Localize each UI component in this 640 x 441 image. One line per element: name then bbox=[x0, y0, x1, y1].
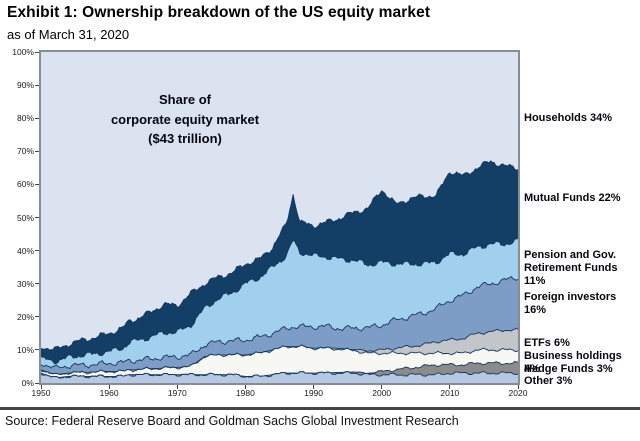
y-tick-mark bbox=[35, 84, 39, 86]
business-holdings-area bbox=[41, 344, 518, 378]
y-tick-label: 50% bbox=[16, 212, 34, 223]
series-label: Business holdings 4% bbox=[524, 349, 622, 375]
y-tick-mark bbox=[35, 217, 39, 218]
y-tick-mark bbox=[35, 382, 39, 384]
y-tick-mark bbox=[35, 283, 39, 285]
x-tick-label: 1980 bbox=[235, 388, 255, 398]
y-tick-label: 0% bbox=[21, 378, 34, 388]
x-tick-mark bbox=[108, 385, 110, 389]
x-tick-mark bbox=[449, 385, 451, 389]
x-tick-label: 1990 bbox=[304, 388, 324, 398]
series-label: Other 3% bbox=[524, 374, 573, 387]
series-label: Pension and Gov. Retirement Funds 11% bbox=[524, 249, 618, 287]
y-tick-mark bbox=[35, 349, 39, 351]
y-tick-mark bbox=[35, 250, 39, 252]
mutual-funds-area bbox=[41, 160, 518, 364]
y-tick-label: 70% bbox=[16, 146, 34, 157]
x-tick-label: 2010 bbox=[440, 388, 460, 398]
y-tick-label: 100% bbox=[12, 47, 34, 57]
x-tick-label: 1970 bbox=[167, 388, 187, 398]
series-label: Foreign investors 16% bbox=[524, 291, 617, 316]
x-tick-mark bbox=[517, 385, 519, 389]
x-tick-mark bbox=[313, 385, 315, 389]
mutual-funds-boundary-line bbox=[41, 160, 518, 351]
y-tick-label: 20% bbox=[16, 311, 34, 322]
series-label: Hedge Funds 3% bbox=[524, 363, 613, 375]
x-tick-label: 1960 bbox=[99, 388, 119, 398]
x-tick-label: 2000 bbox=[372, 388, 392, 398]
foreign-investors-boundary-line bbox=[41, 276, 518, 370]
other-area bbox=[41, 371, 518, 383]
x-tick-mark bbox=[176, 385, 178, 389]
x-tick-label: 2020 bbox=[508, 388, 528, 398]
y-tick-mark bbox=[35, 316, 39, 318]
y-tick-label: 30% bbox=[16, 278, 34, 289]
stacked-area-chart: Share of corporate equity market ($43 tr… bbox=[41, 52, 518, 383]
hedge-funds-boundary-line bbox=[41, 361, 518, 378]
y-tick-mark bbox=[35, 117, 39, 119]
y-tick-mark bbox=[35, 51, 39, 53]
hedge-funds-area bbox=[41, 361, 518, 379]
y-tick-label: 40% bbox=[16, 245, 34, 256]
y-tick-label: 80% bbox=[16, 113, 34, 124]
x-tick-mark bbox=[381, 385, 383, 389]
x-tick-mark bbox=[244, 385, 246, 389]
etfs-boundary-line bbox=[41, 327, 518, 375]
etfs-area bbox=[41, 328, 518, 375]
y-tick-label: 60% bbox=[16, 179, 34, 190]
series-label: Households 34% bbox=[524, 112, 613, 124]
pension-gov-retirement-funds-area bbox=[41, 238, 518, 369]
chart-canvas bbox=[41, 52, 518, 383]
chart-annotation: Share of corporate equity market ($43 tr… bbox=[110, 92, 260, 146]
exhibit-subtitle: as of March 31, 2020 bbox=[7, 27, 130, 42]
y-tick-label: 90% bbox=[16, 80, 34, 91]
source-note: Source: Federal Reserve Board and Goldma… bbox=[5, 414, 459, 428]
x-tick-mark bbox=[40, 385, 42, 389]
divider bbox=[0, 407, 640, 410]
exhibit-title: Exhibit 1: Ownership breakdown of the US… bbox=[7, 4, 431, 21]
y-tick-mark bbox=[35, 183, 39, 185]
y-tick-label: 10% bbox=[16, 344, 34, 355]
pension-gov-retirement-funds-boundary-line bbox=[41, 237, 518, 365]
y-tick-mark bbox=[35, 150, 39, 152]
x-tick-label: 1950 bbox=[31, 388, 51, 398]
foreign-investors-area bbox=[41, 276, 518, 375]
series-label: ETFs 6% bbox=[524, 337, 570, 349]
series-label: Mutual Funds 22% bbox=[524, 192, 621, 204]
